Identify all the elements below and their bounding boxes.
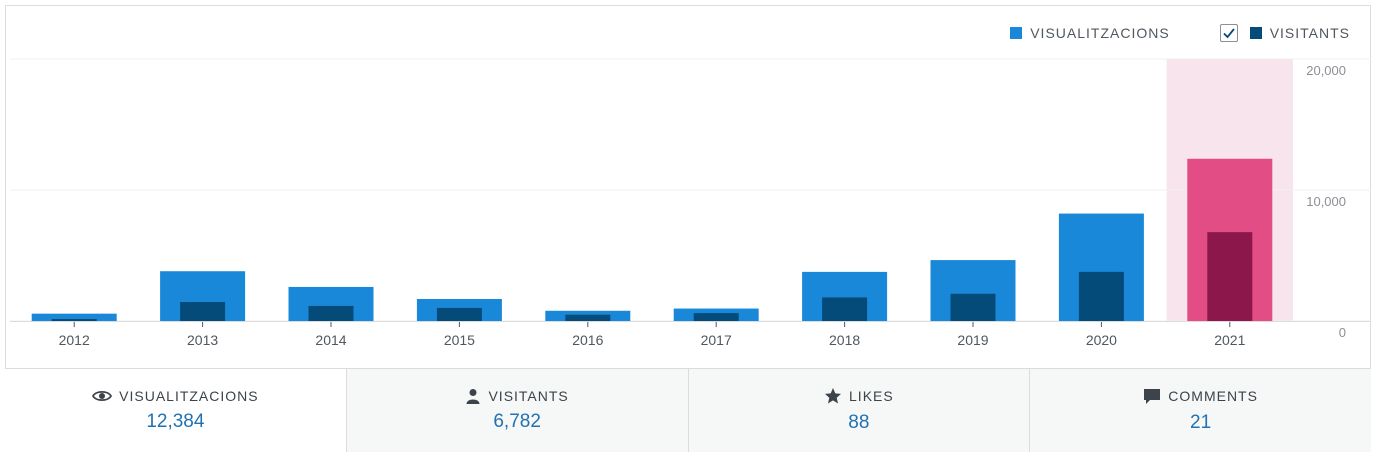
tab-comments-value: 21 (1190, 411, 1212, 433)
legend-swatch-views (1010, 27, 1023, 39)
x-tick-label: 2012 (59, 332, 90, 348)
tab-views[interactable]: Visualitzacions 12,384 (5, 369, 346, 452)
legend-label-visitors: Visitants (1269, 25, 1350, 41)
x-tick-label: 2015 (444, 332, 475, 348)
x-tick-label: 2016 (572, 332, 603, 348)
y-tick-label: 20,000 (1306, 63, 1346, 78)
eye-icon (92, 390, 113, 402)
tab-likes-value: 88 (848, 412, 870, 433)
bar-chart: 20,000 10,000 0 2012 2013 2014 2015 2016 2017 201… (10, 58, 1371, 348)
star-icon (825, 388, 842, 404)
bar-visitors (1207, 232, 1253, 321)
bar-visitors (565, 314, 611, 321)
visitors-checkbox[interactable] (1219, 24, 1238, 42)
legend-label-views: Visualitzacions (1030, 25, 1170, 41)
bar-visitors (950, 293, 996, 321)
y-tick-label: 0 (1339, 325, 1346, 340)
x-tick-label: 2017 (701, 332, 732, 348)
tab-comments-label: Comments (1168, 388, 1258, 404)
tab-likes-header: Likes (824, 387, 894, 405)
comment-icon (1144, 388, 1161, 404)
legend-item-visitors: Visitants (1249, 25, 1350, 41)
bar-visitors (1078, 271, 1124, 321)
tab-comments[interactable]: Comments 21 (1029, 369, 1371, 452)
bar-visitors (436, 307, 482, 321)
bar-visitors (308, 305, 354, 321)
x-tick-label: 2018 (829, 332, 860, 348)
bar-views (31, 313, 117, 321)
stats-tabs: Visualitzacions 12,384 Visitants 6,782 L… (5, 368, 1371, 452)
y-tick-label: 10,000 (1306, 194, 1346, 209)
bar-visitors (51, 319, 97, 321)
tab-visitors-label: Visitants (488, 388, 569, 404)
x-tick-label: 2013 (187, 332, 218, 348)
bar-visitors (822, 297, 868, 321)
tab-likes[interactable]: Likes 88 (687, 369, 1030, 452)
legend-swatch-visitors (1249, 27, 1262, 39)
chart-legend: Visualitzacions Visitants (1010, 20, 1350, 46)
tab-likes-label: Likes (849, 388, 894, 404)
tab-visitors[interactable]: Visitants 6,782 (345, 369, 688, 452)
tab-views-header: Visualitzacions (92, 388, 258, 404)
tab-comments-header: Comments (1143, 388, 1258, 405)
checkmark-icon (1223, 28, 1235, 39)
x-tick-label: 2020 (1086, 332, 1117, 348)
legend-item-views: Visualitzacions (1010, 25, 1169, 41)
tab-views-label: Visualitzacions (119, 388, 259, 404)
person-icon (466, 389, 480, 404)
x-tick-label: 2014 (315, 332, 346, 348)
bar-visitors (693, 313, 739, 321)
x-tick-label: 2021 (1214, 332, 1245, 348)
tab-visitors-header: Visitants (465, 388, 568, 404)
tab-visitors-value: 6,782 (493, 411, 541, 432)
bar-visitors (180, 302, 226, 321)
tab-views-value: 12,384 (146, 411, 205, 432)
x-tick-label: 2019 (957, 332, 988, 348)
